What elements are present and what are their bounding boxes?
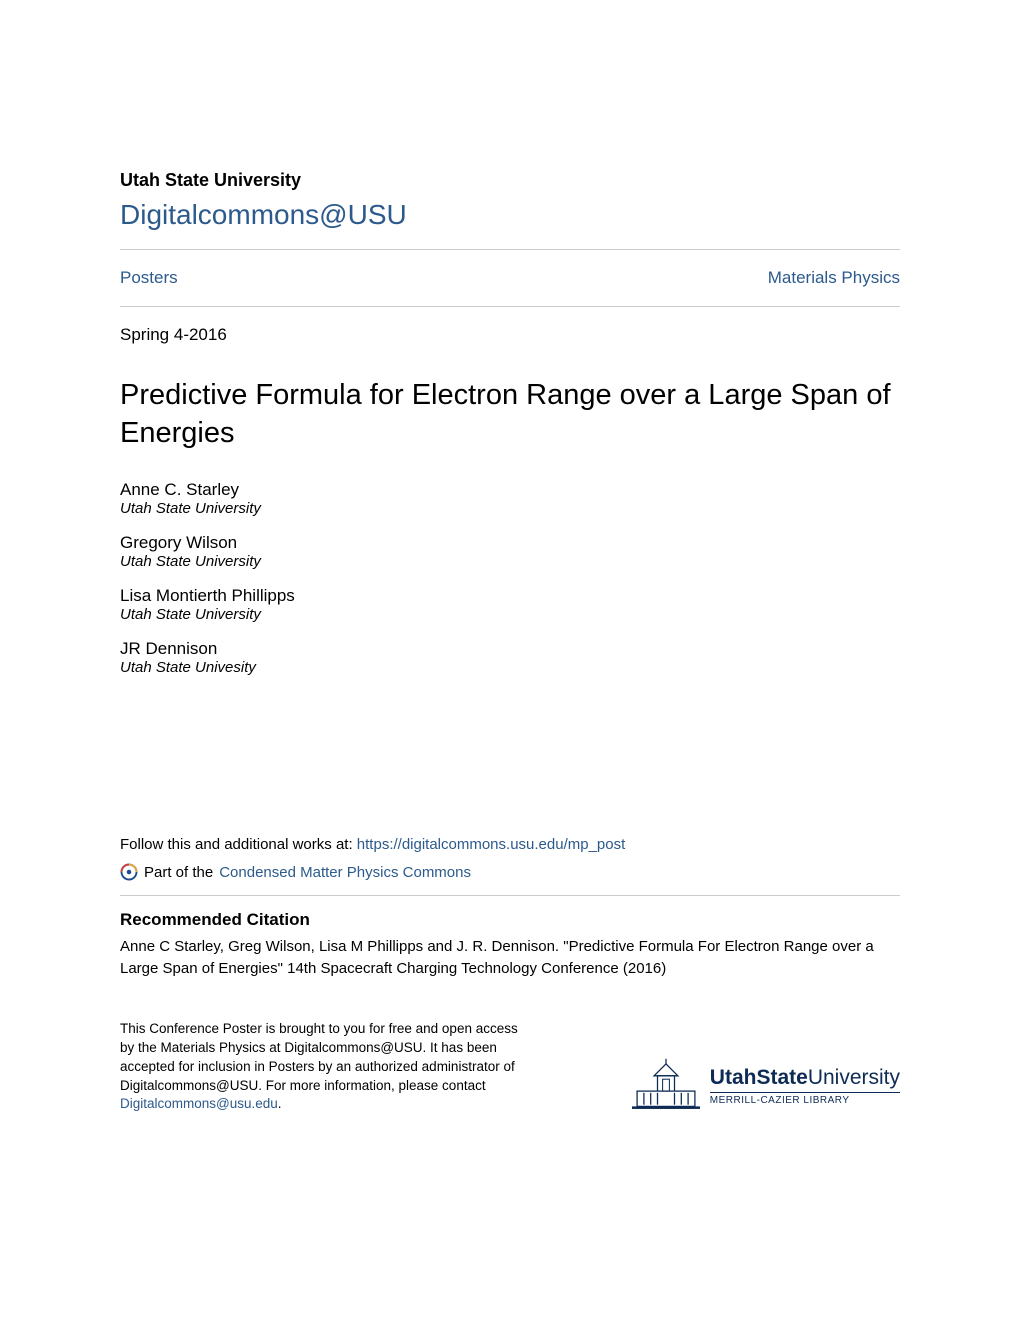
repository-link[interactable]: Digitalcommons@USU — [120, 199, 900, 231]
nav-right-link[interactable]: Materials Physics — [768, 268, 900, 288]
author-name: Anne C. Starley — [120, 480, 900, 500]
author-block: Lisa Montierth Phillipps Utah State Univ… — [120, 586, 900, 623]
institution-name: Utah State University — [120, 170, 900, 191]
divider — [120, 895, 900, 896]
logo-text: UtahStateUniversity MERRILL-CAZIER LIBRA… — [710, 1066, 900, 1106]
header: Utah State University Digitalcommons@USU — [120, 170, 900, 231]
footer-row: This Conference Poster is brought to you… — [120, 1020, 900, 1114]
access-statement: This Conference Poster is brought to you… — [120, 1020, 530, 1114]
follow-link[interactable]: https://digitalcommons.usu.edu/mp_post — [357, 836, 625, 853]
logo-bold: UtahState — [710, 1066, 808, 1089]
author-name: Gregory Wilson — [120, 533, 900, 553]
nav-row: Posters Materials Physics — [120, 250, 900, 306]
follow-text: Follow this and additional works at: htt… — [120, 836, 900, 853]
university-logo: UtahStateUniversity MERRILL-CAZIER LIBRA… — [632, 1058, 900, 1114]
author-block: Anne C. Starley Utah State University — [120, 480, 900, 517]
access-prefix: This Conference Poster is brought to you… — [120, 1021, 518, 1093]
logo-light: University — [808, 1066, 900, 1089]
paper-title: Predictive Formula for Electron Range ov… — [120, 377, 900, 452]
logo-main-text: UtahStateUniversity — [710, 1066, 900, 1090]
follow-prefix: Follow this and additional works at: — [120, 836, 357, 853]
citation-heading: Recommended Citation — [120, 910, 900, 930]
author-block: JR Dennison Utah State Univesity — [120, 639, 900, 676]
access-suffix: . — [278, 1096, 282, 1111]
author-affiliation: Utah State University — [120, 500, 900, 517]
author-affiliation: Utah State Univesity — [120, 659, 900, 676]
author-affiliation: Utah State University — [120, 553, 900, 570]
partof-row: Part of the Condensed Matter Physics Com… — [120, 863, 900, 881]
commons-network-icon — [120, 863, 138, 881]
authors-list: Anne C. Starley Utah State University Gr… — [120, 480, 900, 676]
building-icon — [632, 1058, 700, 1114]
author-name: Lisa Montierth Phillipps — [120, 586, 900, 606]
citation-text: Anne C Starley, Greg Wilson, Lisa M Phil… — [120, 936, 900, 980]
partof-link[interactable]: Condensed Matter Physics Commons — [219, 864, 471, 881]
author-name: JR Dennison — [120, 639, 900, 659]
divider — [120, 306, 900, 307]
author-block: Gregory Wilson Utah State University — [120, 533, 900, 570]
nav-left-link[interactable]: Posters — [120, 268, 178, 288]
contact-link[interactable]: Digitalcommons@usu.edu — [120, 1096, 278, 1111]
partof-prefix: Part of the — [144, 864, 213, 881]
author-affiliation: Utah State University — [120, 606, 900, 623]
logo-sub-text: MERRILL-CAZIER LIBRARY — [710, 1092, 900, 1106]
date-text: Spring 4-2016 — [120, 325, 900, 345]
